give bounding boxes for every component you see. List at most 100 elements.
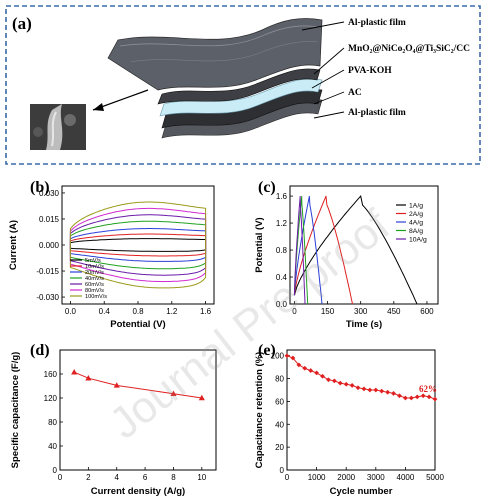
chart-e-point <box>302 365 308 371</box>
chart-b-legend-label: 80mV/s <box>85 288 104 294</box>
chart-e-ytick-label: 40 <box>275 420 284 429</box>
chart-b-ytick-label: 0.000 <box>39 241 60 250</box>
chart-c-legend-label: 4A/g <box>409 220 423 227</box>
chart-d-rate: (d) 0 2 4 6 8 10 0 40 80 120 160 Current density (… <box>10 342 217 497</box>
chart-d-xtick-label: 0 <box>58 473 63 482</box>
layer-al-film-top <box>107 18 323 91</box>
chart-c-xtick-label: 450 <box>387 307 401 316</box>
chart-d-xtick-label: 10 <box>197 473 206 482</box>
chart-e-xtick-label: 5000 <box>426 473 444 482</box>
chart-c-ytick-label: 0.0 <box>276 300 288 309</box>
chart-e-point <box>361 386 367 392</box>
chart-e-point <box>320 373 325 379</box>
chart-e-point <box>314 370 319 376</box>
chart-e-point <box>290 355 296 361</box>
chart-e-point <box>414 394 420 400</box>
chart-c-xtick-label: 600 <box>420 307 434 316</box>
chart-d-ytick-label: 40 <box>48 442 57 451</box>
chart-b-legend-label: 40mV/s <box>85 276 104 282</box>
chart-e-point <box>379 388 385 394</box>
chart-b-ylabel: Current (A) <box>8 220 19 270</box>
chart-b-legend-label: 10mV/s <box>85 264 104 270</box>
chart-c-xlabel: Time (s) <box>346 319 382 330</box>
chart-b-xtick-label: 0.8 <box>132 307 144 316</box>
chart-c-gcd: (c) 0 150 300 450 600 0.0 0.4 0.8 1.2 1.6 1A/g2A/… <box>254 179 439 330</box>
chart-e-ytick-label: 60 <box>275 397 284 406</box>
chart-e-cycling: (e) 0 1000 2000 3000 4000 5000 0 20 40 60 80 100 62… <box>254 342 444 497</box>
chart-e-point <box>337 380 343 386</box>
chart-c-ylabel: Potential (V) <box>254 217 265 272</box>
chart-d-point <box>85 375 92 381</box>
chart-e-point <box>408 395 414 401</box>
chart-d-point <box>113 382 120 388</box>
chart-e-point <box>420 393 426 399</box>
chart-e-xtick-label: 4000 <box>397 473 415 482</box>
chart-b-ytick-label: 0.015 <box>39 215 60 224</box>
chart-e-ytick-label: 0 <box>280 466 285 475</box>
chart-b-legend-label: 60mV/s <box>85 282 104 288</box>
chart-d-ytick-label: 120 <box>44 394 58 403</box>
chart-e-point <box>432 396 438 402</box>
chart-d-xtick-label: 6 <box>143 473 148 482</box>
layer-label-pva-koh: PVA-KOH <box>348 66 392 76</box>
chart-d-line <box>74 371 202 399</box>
chart-d-xtick-label: 8 <box>171 473 176 482</box>
chart-b-legend-label: 5mV/s <box>85 258 101 264</box>
chart-e-ytick-label: 80 <box>275 375 284 384</box>
layer-label-electrode: MnO₂@NiCo₂O₄@Ti₃SiC₂/CC <box>348 44 470 54</box>
chart-c-xtick-label: 300 <box>354 307 368 316</box>
layer-electrode <box>157 68 321 105</box>
chart-b-xlabel: Potential (V) <box>110 319 165 330</box>
layer-labels: Al-plastic film MnO₂@NiCo₂O₄@Ti₃SiC₂/CC … <box>348 18 470 118</box>
chart-b-series-5mV/s <box>69 238 207 252</box>
chart-e-point <box>397 393 402 399</box>
chart-b-xtick-label: 1.2 <box>166 307 178 316</box>
chart-e-annotation: 62% <box>419 384 437 394</box>
chart-c-legend-label: 2A/g <box>409 211 423 218</box>
chart-b-series-10mV/s <box>69 233 207 257</box>
chart-e-point <box>349 383 355 388</box>
chart-e-ylabel: Capacitance retention (%) <box>254 352 265 469</box>
chart-e-ytick-label: 20 <box>275 443 284 452</box>
chart-e-xtick-label: 0 <box>285 473 290 482</box>
chart-b-xtick-label: 1.6 <box>200 307 212 316</box>
chart-c-legend-label: 10A/g <box>409 237 427 244</box>
chart-d-ytick-label: 0 <box>53 466 58 475</box>
chart-d-point <box>71 369 78 375</box>
chart-e-xtick-label: 3000 <box>367 473 385 482</box>
chart-c-ytick-label: 0.4 <box>276 273 288 282</box>
chart-b-ytick-label: 0.030 <box>39 189 60 198</box>
chart-c-ytick-label: 1.2 <box>276 219 288 228</box>
chart-b-series-100mV/s <box>69 201 207 289</box>
chart-e-point <box>373 387 379 393</box>
chart-b-series-20mV/s <box>69 228 207 262</box>
chart-c-frame <box>289 185 439 305</box>
chart-c-series-4A/g <box>293 196 323 305</box>
chart-e-point <box>308 368 314 373</box>
chart-e-point <box>296 362 302 368</box>
chart-c-ytick-label: 1.6 <box>276 192 288 201</box>
chart-e-xtick-label: 2000 <box>337 473 355 482</box>
chart-d-ytick-label: 80 <box>48 418 57 427</box>
layer-label-al-top: Al-plastic film <box>348 18 406 28</box>
chart-e-point <box>343 381 349 387</box>
chart-b-ytick-label: -0.030 <box>36 293 59 302</box>
chart-d-point <box>198 394 205 401</box>
layer-label-al-bottom: Al-plastic film <box>348 108 406 118</box>
chart-e-point <box>284 353 290 359</box>
chart-e-xtick-label: 1000 <box>308 473 326 482</box>
chart-e-point <box>385 389 391 395</box>
chart-b-xtick-label: 0.4 <box>99 307 111 316</box>
chart-b-legend-label: 20mV/s <box>85 270 104 276</box>
chart-c-xtick-label: 0 <box>292 307 297 316</box>
chart-c-legend-label: 8A/g <box>409 228 423 235</box>
chart-d-xtick-label: 4 <box>115 473 120 482</box>
chart-c-series-10A/g <box>293 196 306 305</box>
chart-e-point <box>403 395 408 401</box>
chart-d-panel-label: (d) <box>30 342 50 359</box>
chart-e-ytick-label: 100 <box>271 352 285 361</box>
chart-e-point <box>331 378 337 384</box>
layer-leader-lines <box>301 21 345 119</box>
chart-b-cv: (b) 0.0 0.4 0.8 1.2 1.6 0.030 0.015 0.000 -0.015… <box>8 179 215 330</box>
